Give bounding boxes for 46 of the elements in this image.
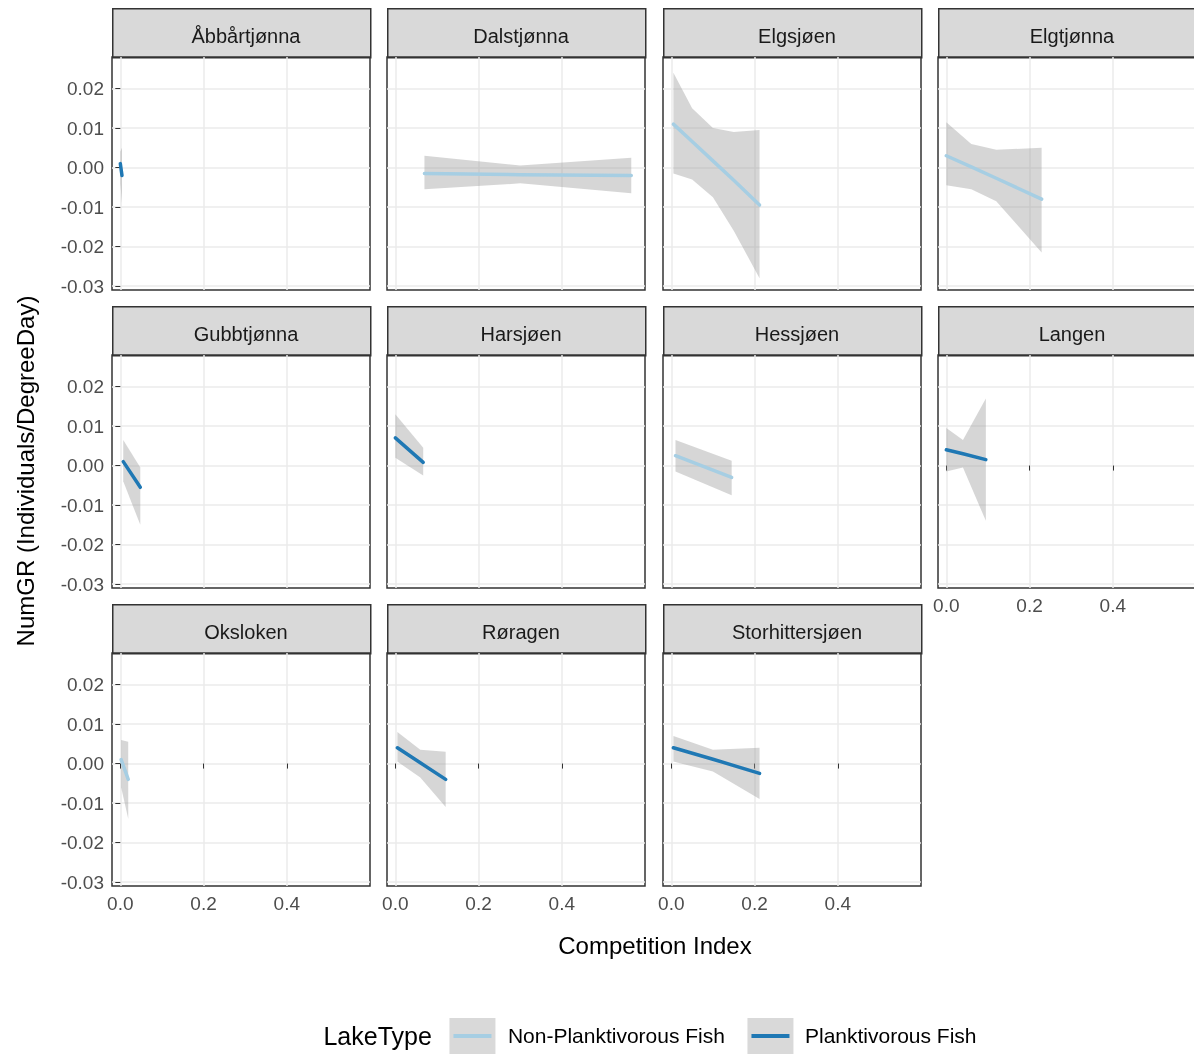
y-axis-title: NumGR (Individuals/DegreeDay) bbox=[12, 295, 40, 647]
y-tick-label: 0.02 bbox=[67, 78, 104, 100]
x-tick-label: 0.2 bbox=[1016, 595, 1043, 616]
chart-title: Elgsjøen bbox=[758, 25, 836, 47]
x-tick-label: 0.4 bbox=[273, 893, 301, 914]
x-tick-label: 0.4 bbox=[824, 893, 852, 914]
x-tick-label: 0.0 bbox=[933, 595, 960, 616]
x-tick-label: 0.0 bbox=[382, 893, 409, 914]
x-axis-title: Competition Index bbox=[558, 932, 752, 960]
y-tick-label: 0.00 bbox=[67, 753, 104, 775]
chart-title: Røragen bbox=[482, 621, 560, 643]
legend-label: Planktivorous Fish bbox=[804, 1024, 977, 1048]
y-tick-label: -0.02 bbox=[60, 534, 104, 556]
y-tick-label: 0.02 bbox=[67, 674, 104, 696]
chart-title: Dalstjønna bbox=[473, 25, 570, 47]
y-tick-label: -0.02 bbox=[60, 832, 104, 854]
x-tick-label: 0.2 bbox=[190, 893, 217, 914]
y-tick-label: -0.03 bbox=[60, 573, 104, 595]
chart-title: Åbbårtjønna bbox=[191, 25, 302, 47]
chart-title: Hessjøen bbox=[754, 323, 840, 345]
y-tick-label: -0.03 bbox=[60, 871, 104, 893]
y-tick-label: -0.01 bbox=[60, 792, 104, 814]
chart-title: Storhittersjøen bbox=[731, 621, 863, 643]
y-tick-label: 0.00 bbox=[67, 157, 104, 179]
x-tick-label: 0.2 bbox=[465, 893, 492, 914]
chart-title: Langen bbox=[1038, 323, 1106, 345]
x-tick-label: 0.0 bbox=[658, 893, 685, 914]
legend-label: Non-Planktivorous Fish bbox=[507, 1024, 725, 1048]
y-tick-label: -0.01 bbox=[60, 196, 104, 218]
legend-title: LakeType bbox=[323, 1021, 432, 1051]
y-tick-label: 0.00 bbox=[67, 455, 104, 477]
chart-title: Elgtjønna bbox=[1029, 25, 1116, 47]
y-tick-label: 0.01 bbox=[67, 117, 104, 139]
y-tick-label: -0.01 bbox=[60, 494, 104, 516]
y-tick-label: 0.01 bbox=[67, 713, 104, 735]
y-tick-label: -0.02 bbox=[60, 236, 104, 258]
x-tick-label: 0.2 bbox=[741, 893, 768, 914]
x-tick-label: 0.0 bbox=[107, 893, 134, 914]
x-tick-label: 0.4 bbox=[1099, 595, 1127, 616]
chart-title: Gubbtjønna bbox=[193, 323, 300, 345]
y-tick-label: 0.01 bbox=[67, 415, 104, 437]
y-tick-label: -0.03 bbox=[60, 275, 104, 297]
y-tick-label: 0.02 bbox=[67, 376, 104, 398]
x-tick-label: 0.4 bbox=[548, 893, 576, 914]
chart-title: Oksloken bbox=[204, 621, 288, 643]
chart-title: Harsjøen bbox=[480, 323, 562, 345]
